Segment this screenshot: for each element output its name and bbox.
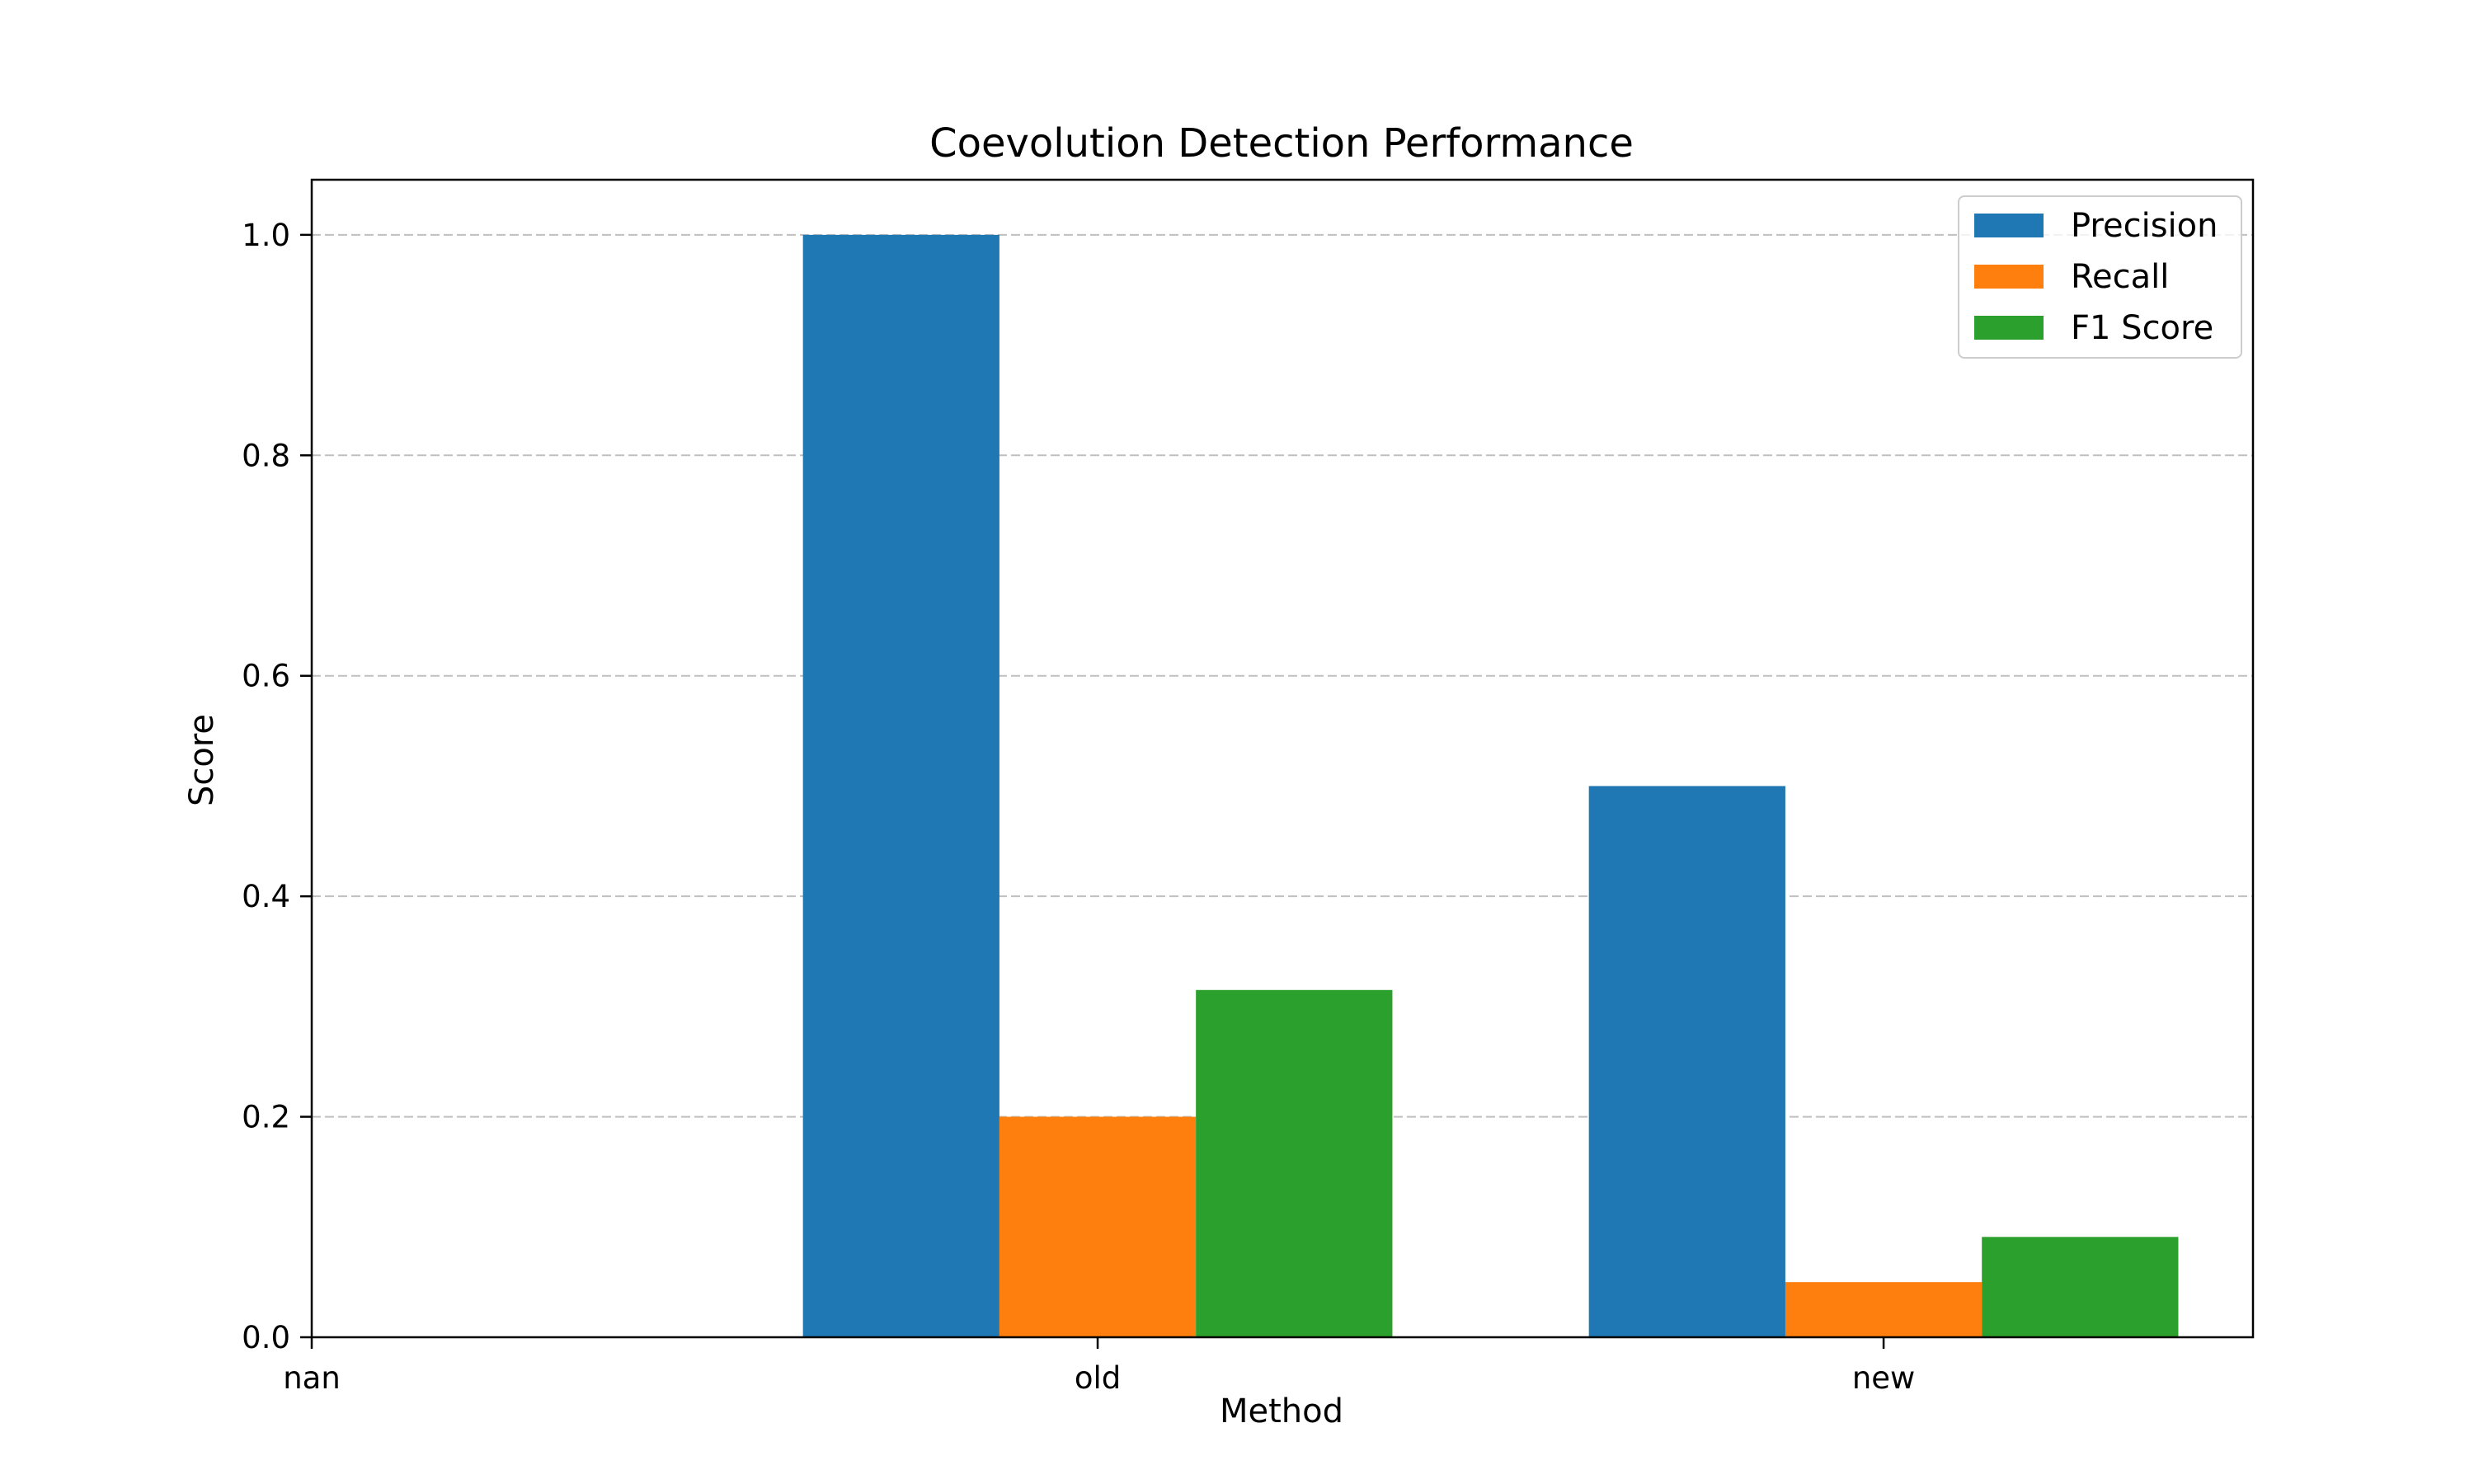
bar-f1-score-old [1196,989,1393,1337]
y-tick-label: 0.0 [242,1320,290,1355]
x-axis-ticks: nan old new [283,1337,1915,1396]
legend-label: Precision [2071,207,2218,245]
y-axis-ticks: 0.0 0.2 0.4 0.6 0.8 1.0 [242,218,312,1355]
bar-recall-old [999,1116,1197,1337]
bars [802,234,2179,1337]
x-axis-label: Method [1220,1392,1343,1430]
y-axis-label: Score [183,714,221,806]
y-tick-label: 0.4 [242,879,290,914]
y-tick-label: 0.6 [242,659,290,694]
legend-label: Recall [2071,258,2169,296]
legend: Precision Recall F1 Score [1958,195,2242,359]
legend-swatch [1974,316,2044,340]
bar-precision-new [1588,786,1785,1337]
x-tick-label: old [1075,1360,1121,1396]
x-tick-label: new [1852,1360,1915,1396]
chart-title: Coevolution Detection Performance [929,120,1634,167]
y-tick-label: 1.0 [242,218,290,253]
x-tick-label: nan [283,1360,341,1396]
bar-precision-old [802,234,999,1337]
plot-frame [310,178,2255,1339]
legend-swatch [1974,214,2044,237]
y-tick-label: 0.2 [242,1100,290,1135]
bar-recall-new [1785,1282,1982,1337]
legend-swatch [1974,265,2044,289]
bar-f1-score-new [1982,1237,2179,1337]
y-tick-label: 0.8 [242,438,290,473]
legend-label: F1 Score [2071,309,2213,347]
